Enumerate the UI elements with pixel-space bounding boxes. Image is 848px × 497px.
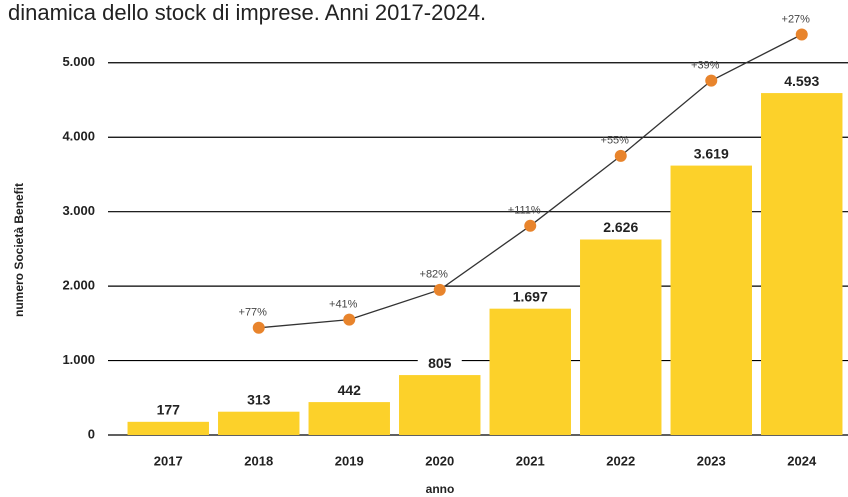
line-marker bbox=[705, 74, 718, 87]
y-tick-label: 5.000 bbox=[62, 54, 95, 69]
value-label-bg bbox=[689, 146, 734, 163]
annotation: +82% bbox=[420, 269, 449, 281]
line-marker bbox=[343, 313, 356, 326]
x-tick-label: 2021 bbox=[516, 453, 545, 468]
x-tick-label: 2018 bbox=[244, 453, 273, 468]
bar bbox=[308, 402, 390, 435]
value-label-bg bbox=[598, 220, 643, 237]
annotation: +27% bbox=[782, 13, 811, 25]
bar bbox=[399, 375, 481, 435]
line-marker bbox=[252, 321, 265, 334]
y-tick-label: 1.000 bbox=[62, 352, 95, 367]
value-label-bg bbox=[236, 392, 281, 409]
chart-title: dinamica dello stock di imprese. Anni 20… bbox=[8, 0, 486, 25]
annotation: +41% bbox=[329, 299, 358, 311]
value-label-bg bbox=[146, 402, 191, 419]
value-label-bg bbox=[779, 74, 824, 91]
value-label-bg bbox=[327, 383, 372, 400]
x-tick-label: 2017 bbox=[154, 453, 183, 468]
bar bbox=[218, 411, 300, 435]
y-axis-label: numero Società Benefit bbox=[12, 183, 26, 317]
value-label: 442 bbox=[338, 382, 362, 398]
value-label: 3.619 bbox=[694, 145, 729, 161]
bar bbox=[761, 93, 843, 436]
y-tick-label: 2.000 bbox=[62, 278, 95, 293]
x-tick-label: 2019 bbox=[335, 453, 364, 468]
annotation: +39% bbox=[691, 60, 720, 72]
annotation: +55% bbox=[601, 135, 630, 147]
bar bbox=[489, 308, 571, 435]
x-tick-label: 2020 bbox=[425, 453, 454, 468]
line-marker bbox=[433, 283, 446, 296]
x-tick-label: 2024 bbox=[787, 453, 817, 468]
x-tick-label: 2023 bbox=[697, 453, 726, 468]
x-tick-label: 2022 bbox=[606, 453, 635, 468]
value-label: 4.593 bbox=[784, 73, 819, 89]
value-label: 177 bbox=[157, 402, 181, 418]
value-label: 2.626 bbox=[603, 219, 638, 235]
bar bbox=[580, 239, 662, 435]
line-marker bbox=[524, 219, 537, 232]
bar bbox=[127, 421, 209, 435]
annotation: +77% bbox=[239, 307, 268, 319]
value-label: 805 bbox=[428, 355, 452, 371]
value-label-bg bbox=[417, 356, 462, 373]
bar bbox=[670, 165, 752, 435]
annotation: +111% bbox=[508, 205, 541, 217]
line-marker bbox=[795, 28, 808, 41]
x-axis-label: anno bbox=[426, 482, 455, 496]
value-label: 1.697 bbox=[513, 288, 548, 304]
y-tick-label: 3.000 bbox=[62, 203, 95, 218]
line-marker bbox=[614, 149, 627, 162]
y-tick-label: 0 bbox=[88, 426, 95, 441]
value-label-bg bbox=[508, 289, 553, 306]
y-tick-label: 4.000 bbox=[62, 129, 95, 144]
value-label: 313 bbox=[247, 391, 271, 407]
